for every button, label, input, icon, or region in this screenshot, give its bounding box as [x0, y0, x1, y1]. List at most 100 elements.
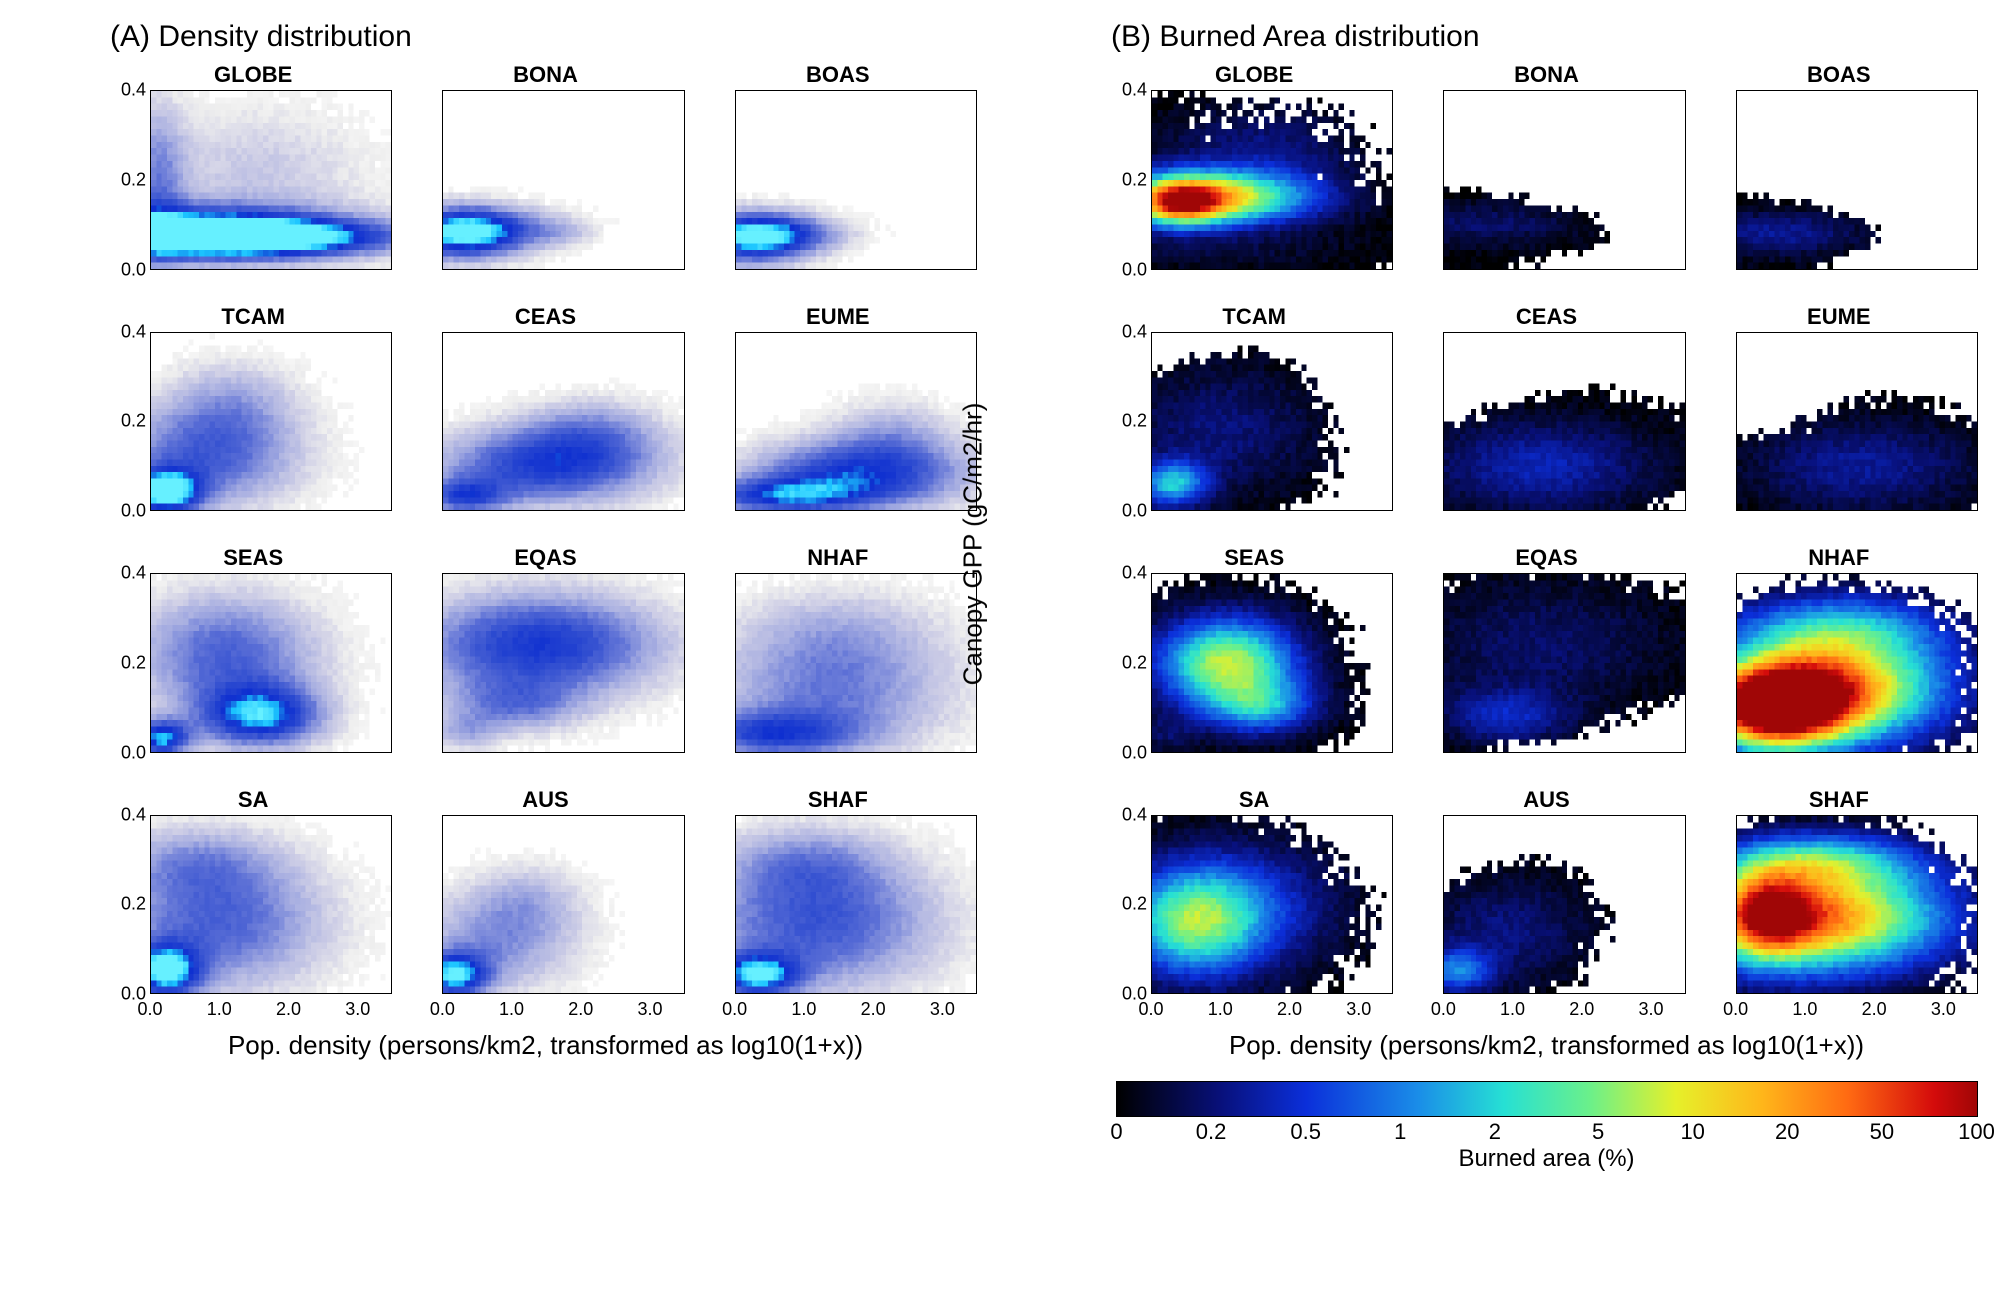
plot-area — [1151, 332, 1393, 512]
panel-a-grid-wrap: Canopy GPP (gC/m2/hr) GLOBE0.00.20.40.01… — [30, 64, 981, 1024]
plot-area — [735, 573, 977, 753]
subplot-title: EUME — [1696, 304, 1982, 330]
subplot-title: NHAF — [1696, 545, 1982, 571]
colorbar-ticks: 00.20.5125102050100 — [1117, 1119, 1977, 1143]
y-tick: 0.4 — [121, 80, 146, 101]
plot-area — [1736, 815, 1978, 995]
colorbar-tick: 0 — [1110, 1119, 1122, 1145]
y-tick: 0.0 — [121, 742, 146, 763]
y-axis-label-b: Canopy GPP (gC/m2/hr) — [958, 403, 989, 686]
panel-b-column: (B) Burned Area distribution Canopy GPP … — [1031, 20, 1982, 1173]
colorbar-tick: 0.2 — [1196, 1119, 1227, 1145]
x-tick: 1.0 — [1208, 999, 1233, 1020]
subplot-title: NHAF — [695, 545, 981, 571]
colorbar-tick: 0.5 — [1290, 1119, 1321, 1145]
x-tick: 3.0 — [345, 999, 370, 1020]
colorbar-tick: 10 — [1680, 1119, 1704, 1145]
heatmap-canvas — [1737, 91, 1977, 269]
heatmap-canvas — [443, 333, 683, 511]
subplot-tcam: TCAM0.00.20.40.01.02.03.0 — [1111, 306, 1397, 542]
subplot-sa: SA0.00.20.40.01.02.03.0 — [110, 789, 396, 1025]
y-tick: 0.2 — [1122, 652, 1147, 673]
y-ticks: 0.00.20.4 — [110, 815, 148, 995]
plot-area — [1443, 332, 1685, 512]
x-axis-label-b: Pop. density (persons/km2, transformed a… — [1111, 1030, 1982, 1061]
x-tick: 3.0 — [1346, 999, 1371, 1020]
subplot-aus: AUS0.00.20.40.01.02.03.0 — [402, 789, 688, 1025]
heatmap-canvas — [151, 333, 391, 511]
subplot-shaf: SHAF0.00.20.40.01.02.03.0 — [1696, 789, 1982, 1025]
x-tick: 1.0 — [1792, 999, 1817, 1020]
heatmap-canvas — [1444, 91, 1684, 269]
subplot-eqas: EQAS0.00.20.40.01.02.03.0 — [1403, 547, 1689, 783]
subplot-nhaf: NHAF0.00.20.40.01.02.03.0 — [1696, 547, 1982, 783]
y-tick: 0.2 — [1122, 411, 1147, 432]
heatmap-canvas — [1152, 816, 1392, 994]
subplot-title: TCAM — [110, 304, 396, 330]
y-tick: 0.2 — [121, 411, 146, 432]
x-ticks: 0.01.02.03.0 — [442, 996, 684, 1020]
y-tick: 0.0 — [121, 259, 146, 280]
plot-area — [442, 332, 684, 512]
subplot-title: CEAS — [402, 304, 688, 330]
subplot-title: EQAS — [1403, 545, 1689, 571]
x-tick: 0.0 — [1431, 999, 1456, 1020]
y-tick: 0.2 — [121, 652, 146, 673]
subplot-title: BONA — [1403, 62, 1689, 88]
subplot-title: GLOBE — [1111, 62, 1397, 88]
x-ticks: 0.01.02.03.0 — [1736, 996, 1978, 1020]
x-tick: 0.0 — [722, 999, 747, 1020]
x-ticks: 0.01.02.03.0 — [1151, 996, 1393, 1020]
plot-area — [150, 332, 392, 512]
colorbar-label: Burned area (%) — [1458, 1145, 1634, 1173]
x-tick: 1.0 — [499, 999, 524, 1020]
x-tick: 0.0 — [137, 999, 162, 1020]
subplot-eume: EUME0.00.20.40.01.02.03.0 — [695, 306, 981, 542]
x-axis-label-a: Pop. density (persons/km2, transformed a… — [110, 1030, 981, 1061]
subplot-shaf: SHAF0.00.20.40.01.02.03.0 — [695, 789, 981, 1025]
x-tick: 0.0 — [1723, 999, 1748, 1020]
subplot-ceas: CEAS0.00.20.40.01.02.03.0 — [1403, 306, 1689, 542]
colorbar-container: 00.20.5125102050100 Burned area (%) — [1111, 1081, 1982, 1173]
panel-b-grid: GLOBE0.00.20.40.01.02.03.0BONA0.00.20.40… — [1111, 64, 1982, 1024]
colorbar-tick: 50 — [1870, 1119, 1894, 1145]
heatmap-canvas — [1444, 574, 1684, 752]
colorbar-tick: 5 — [1592, 1119, 1604, 1145]
y-ticks: 0.00.20.4 — [1111, 815, 1149, 995]
plot-area — [1443, 90, 1685, 270]
subplot-boas: BOAS0.00.20.40.01.02.03.0 — [1696, 64, 1982, 300]
subplot-title: SEAS — [1111, 545, 1397, 571]
subplot-globe: GLOBE0.00.20.40.01.02.03.0 — [1111, 64, 1397, 300]
heatmap-canvas — [736, 91, 976, 269]
x-ticks: 0.01.02.03.0 — [1443, 996, 1685, 1020]
colorbar-tick: 1 — [1394, 1119, 1406, 1145]
y-tick: 0.0 — [1122, 742, 1147, 763]
subplot-bona: BONA0.00.20.40.01.02.03.0 — [1403, 64, 1689, 300]
plot-area — [1736, 573, 1978, 753]
y-tick: 0.4 — [1122, 321, 1147, 342]
subplot-title: SHAF — [695, 787, 981, 813]
y-tick: 0.4 — [1122, 563, 1147, 584]
x-tick: 3.0 — [638, 999, 663, 1020]
subplot-title: BOAS — [695, 62, 981, 88]
subplot-sa: SA0.00.20.40.01.02.03.0 — [1111, 789, 1397, 1025]
subplot-title: AUS — [402, 787, 688, 813]
y-tick: 0.4 — [1122, 80, 1147, 101]
y-ticks: 0.00.20.4 — [110, 90, 148, 270]
y-tick: 0.4 — [121, 321, 146, 342]
x-tick: 0.0 — [430, 999, 455, 1020]
subplot-bona: BONA0.00.20.40.01.02.03.0 — [402, 64, 688, 300]
heatmap-canvas — [151, 574, 391, 752]
x-tick: 2.0 — [276, 999, 301, 1020]
subplot-title: EUME — [695, 304, 981, 330]
colorbar-tick: 100 — [1958, 1119, 1995, 1145]
heatmap-canvas — [443, 574, 683, 752]
subplot-title: EQAS — [402, 545, 688, 571]
subplot-seas: SEAS0.00.20.40.01.02.03.0 — [110, 547, 396, 783]
y-ticks: 0.00.20.4 — [110, 332, 148, 512]
y-ticks: 0.00.20.4 — [1111, 573, 1149, 753]
y-tick: 0.0 — [121, 501, 146, 522]
subplot-title: SA — [110, 787, 396, 813]
plot-area — [735, 332, 977, 512]
subplot-title: AUS — [1403, 787, 1689, 813]
